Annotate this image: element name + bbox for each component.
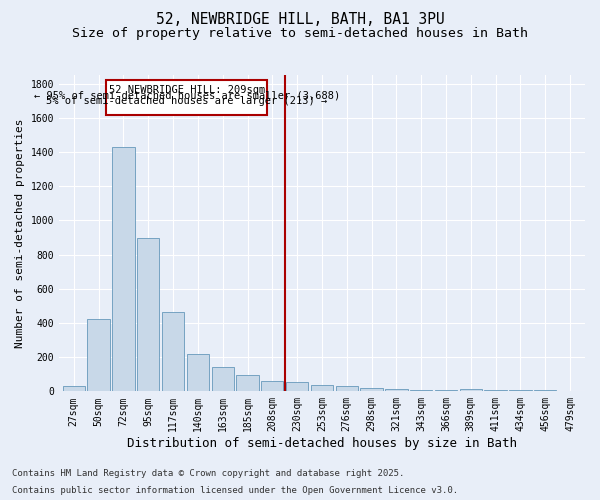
Bar (385, 389, 407, 392)
Bar (236, 375, 259, 392)
Text: Contains HM Land Registry data © Crown copyright and database right 2025.: Contains HM Land Registry data © Crown c… (12, 468, 404, 477)
Bar (88, 318, 110, 392)
Bar (286, 382, 308, 392)
Bar (335, 386, 358, 392)
Bar (559, 391, 581, 392)
Bar (534, 390, 556, 392)
Bar (162, 312, 184, 392)
Bar (311, 386, 333, 392)
Text: ← 95% of semi-detached houses are smaller (3,688): ← 95% of semi-detached houses are smalle… (34, 90, 340, 101)
Bar (187, 354, 209, 392)
X-axis label: Distribution of semi-detached houses by size in Bath: Distribution of semi-detached houses by … (127, 437, 517, 450)
Bar (106, 80, 268, 114)
Bar (410, 390, 433, 392)
Bar (212, 368, 234, 392)
Bar (509, 390, 532, 392)
Text: 52 NEWBRIDGE HILL: 209sqm: 52 NEWBRIDGE HILL: 209sqm (109, 84, 265, 94)
Bar (137, 238, 160, 392)
Bar (112, 147, 134, 392)
Bar (62, 386, 85, 392)
Y-axis label: Number of semi-detached properties: Number of semi-detached properties (15, 118, 25, 348)
Text: Size of property relative to semi-detached houses in Bath: Size of property relative to semi-detach… (72, 28, 528, 40)
Text: 52, NEWBRIDGE HILL, BATH, BA1 3PU: 52, NEWBRIDGE HILL, BATH, BA1 3PU (155, 12, 445, 28)
Bar (361, 388, 383, 392)
Bar (261, 381, 283, 392)
Bar (484, 390, 507, 392)
Bar (435, 390, 457, 392)
Bar (460, 390, 482, 392)
Text: Contains public sector information licensed under the Open Government Licence v3: Contains public sector information licen… (12, 486, 458, 495)
Text: 5% of semi-detached houses are larger (213) →: 5% of semi-detached houses are larger (2… (46, 96, 328, 106)
